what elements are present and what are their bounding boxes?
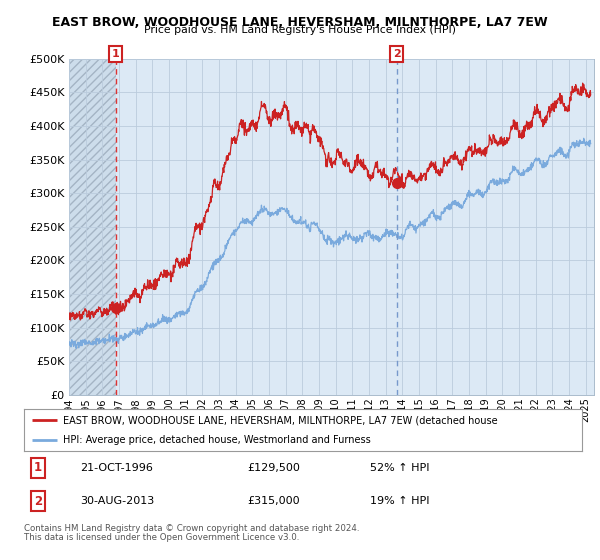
Text: £129,500: £129,500 [247, 463, 300, 473]
Text: 1: 1 [34, 461, 42, 474]
Text: 21-OCT-1996: 21-OCT-1996 [80, 463, 152, 473]
Text: Contains HM Land Registry data © Crown copyright and database right 2024.: Contains HM Land Registry data © Crown c… [24, 524, 359, 533]
Text: 52% ↑ HPI: 52% ↑ HPI [370, 463, 430, 473]
Bar [69, 59, 116, 395]
Text: 30-AUG-2013: 30-AUG-2013 [80, 496, 154, 506]
Text: Price paid vs. HM Land Registry's House Price Index (HPI): Price paid vs. HM Land Registry's House … [144, 25, 456, 35]
Text: HPI: Average price, detached house, Westmorland and Furness: HPI: Average price, detached house, West… [63, 435, 371, 445]
Bar [69, 59, 116, 395]
Text: £315,000: £315,000 [247, 496, 300, 506]
Text: 19% ↑ HPI: 19% ↑ HPI [370, 496, 430, 506]
Text: 2: 2 [34, 494, 42, 508]
Text: EAST BROW, WOODHOUSE LANE, HEVERSHAM, MILNTHORPE, LA7 7EW: EAST BROW, WOODHOUSE LANE, HEVERSHAM, MI… [52, 16, 548, 29]
Text: 1: 1 [112, 49, 119, 59]
Text: This data is licensed under the Open Government Licence v3.0.: This data is licensed under the Open Gov… [24, 533, 299, 542]
Text: EAST BROW, WOODHOUSE LANE, HEVERSHAM, MILNTHORPE, LA7 7EW (detached house: EAST BROW, WOODHOUSE LANE, HEVERSHAM, MI… [63, 415, 497, 425]
Text: 2: 2 [393, 49, 401, 59]
Bar [69, 59, 116, 395]
